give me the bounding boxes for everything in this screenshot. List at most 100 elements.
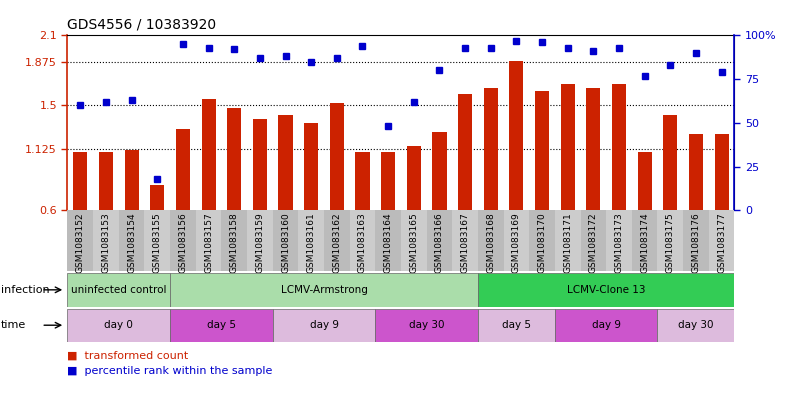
Text: day 9: day 9 [592, 320, 621, 330]
Bar [304, 123, 318, 210]
Bar [272, 309, 376, 342]
Text: GSM1083167: GSM1083167 [461, 212, 469, 273]
Bar [67, 210, 93, 271]
Bar [376, 309, 478, 342]
Bar [170, 309, 272, 342]
Text: GSM1083153: GSM1083153 [102, 212, 110, 273]
Bar [202, 99, 216, 210]
Bar [503, 210, 530, 271]
Bar [478, 210, 503, 271]
Bar [150, 185, 164, 210]
Bar [170, 210, 196, 271]
Text: GSM1083165: GSM1083165 [409, 212, 418, 273]
Bar [196, 210, 222, 271]
Bar [222, 210, 247, 271]
Bar [606, 210, 632, 271]
Text: LCMV-Armstrong: LCMV-Armstrong [280, 285, 368, 295]
Text: day 30: day 30 [409, 320, 445, 330]
Bar [176, 129, 190, 210]
Text: GSM1083154: GSM1083154 [127, 212, 136, 273]
Text: GSM1083176: GSM1083176 [692, 212, 700, 273]
Bar [407, 146, 421, 210]
Text: GSM1083152: GSM1083152 [75, 212, 85, 273]
Bar [145, 210, 170, 271]
Text: GSM1083159: GSM1083159 [256, 212, 264, 273]
Text: GSM1083157: GSM1083157 [204, 212, 213, 273]
Text: LCMV-Clone 13: LCMV-Clone 13 [567, 285, 646, 295]
Bar [381, 152, 395, 210]
Bar [458, 94, 472, 210]
Bar [330, 103, 344, 210]
Text: GSM1083175: GSM1083175 [666, 212, 675, 273]
Bar [356, 152, 369, 210]
Text: GSM1083164: GSM1083164 [384, 212, 393, 273]
Bar [119, 210, 145, 271]
Text: day 30: day 30 [678, 320, 714, 330]
Bar [510, 61, 523, 210]
Bar [279, 115, 292, 210]
Bar [632, 210, 657, 271]
Text: GSM1083155: GSM1083155 [152, 212, 162, 273]
Bar [227, 108, 241, 210]
Text: GSM1083174: GSM1083174 [640, 212, 649, 273]
Bar [247, 210, 272, 271]
Text: time: time [1, 320, 26, 330]
Bar [401, 210, 426, 271]
Bar [433, 132, 446, 210]
Text: GSM1083171: GSM1083171 [563, 212, 572, 273]
Text: GSM1083163: GSM1083163 [358, 212, 367, 273]
Bar [689, 134, 703, 210]
Bar [349, 210, 376, 271]
Text: GSM1083172: GSM1083172 [589, 212, 598, 273]
Bar [478, 309, 555, 342]
Bar [580, 210, 606, 271]
Bar [73, 152, 87, 210]
Text: day 5: day 5 [207, 320, 236, 330]
Text: infection: infection [1, 285, 49, 295]
Bar [530, 210, 555, 271]
Text: GSM1083173: GSM1083173 [615, 212, 623, 273]
Text: GSM1083158: GSM1083158 [229, 212, 239, 273]
Bar [555, 309, 657, 342]
Bar [125, 150, 139, 210]
Text: GSM1083156: GSM1083156 [179, 212, 187, 273]
Bar [612, 84, 626, 210]
Text: GSM1083168: GSM1083168 [486, 212, 495, 273]
Bar [170, 273, 478, 307]
Bar [376, 210, 401, 271]
Bar [426, 210, 453, 271]
Text: GSM1083166: GSM1083166 [435, 212, 444, 273]
Bar [709, 210, 734, 271]
Bar [657, 210, 683, 271]
Bar [93, 210, 119, 271]
Bar [484, 88, 498, 210]
Text: GSM1083169: GSM1083169 [512, 212, 521, 273]
Bar [535, 91, 549, 210]
Text: uninfected control: uninfected control [71, 285, 167, 295]
Bar [67, 309, 170, 342]
Text: day 9: day 9 [310, 320, 338, 330]
Bar [657, 309, 734, 342]
Bar [324, 210, 349, 271]
Bar [99, 152, 113, 210]
Text: GSM1083177: GSM1083177 [717, 212, 727, 273]
Text: GSM1083162: GSM1083162 [333, 212, 341, 273]
Bar [638, 152, 652, 210]
Text: GSM1083170: GSM1083170 [538, 212, 546, 273]
Text: day 0: day 0 [104, 320, 133, 330]
Bar [683, 210, 709, 271]
Text: GSM1083160: GSM1083160 [281, 212, 290, 273]
Text: ■  transformed count: ■ transformed count [67, 351, 189, 361]
Bar [586, 88, 600, 210]
Bar [299, 210, 324, 271]
Bar [715, 134, 729, 210]
Bar [67, 273, 170, 307]
Text: day 5: day 5 [502, 320, 531, 330]
Bar [252, 119, 267, 210]
Text: GDS4556 / 10383920: GDS4556 / 10383920 [67, 17, 217, 31]
Bar [561, 84, 575, 210]
Bar [555, 210, 580, 271]
Bar [478, 273, 734, 307]
Text: GSM1083161: GSM1083161 [306, 212, 316, 273]
Bar [453, 210, 478, 271]
